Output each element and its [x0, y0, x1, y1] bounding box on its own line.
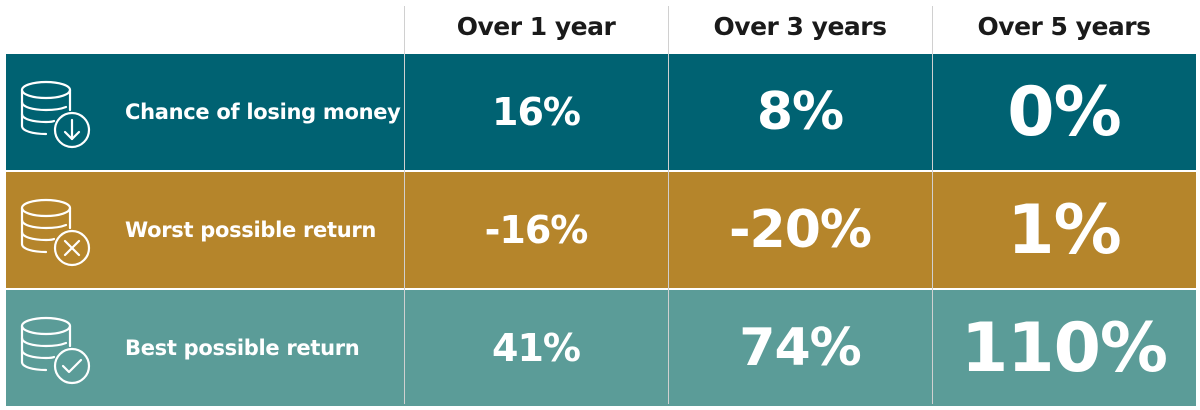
coin-stack-x-icon — [20, 198, 91, 267]
row-chance-of-losing-money: Chance of losing money 16% 8% 0% — [6, 54, 1196, 170]
row-best-possible-return: Best possible return 41% 74% 110% — [6, 290, 1196, 406]
value-3-years: 8% — [756, 82, 844, 142]
value-5-years: 1% — [1007, 190, 1121, 270]
value-3-years: 74% — [739, 318, 861, 378]
column-header-3-years: Over 3 years — [713, 11, 887, 41]
coin-stack-arrow-down-icon — [20, 80, 91, 149]
column-divider — [404, 6, 405, 404]
value-1-year: -16% — [484, 208, 589, 252]
column-header-1-year: Over 1 year — [456, 11, 616, 41]
value-3-years: -20% — [728, 200, 872, 260]
value-5-years: 110% — [960, 308, 1168, 388]
row-label: Best possible return — [125, 336, 360, 360]
value-1-year: 41% — [492, 326, 581, 370]
row-divider — [6, 288, 1196, 290]
column-header-5-years: Over 5 years — [977, 11, 1151, 41]
row-worst-possible-return: Worst possible return -16% -20% 1% — [6, 172, 1196, 288]
row-label: Chance of losing money — [125, 100, 401, 124]
row-label-cell: Worst possible return — [6, 172, 404, 288]
column-divider — [668, 6, 669, 404]
row-label-cell: Best possible return — [6, 290, 404, 406]
header-row: Over 1 year Over 3 years Over 5 years — [0, 0, 1200, 52]
row-divider — [6, 170, 1196, 172]
coin-stack-check-icon — [20, 316, 91, 385]
value-1-year: 16% — [492, 90, 581, 134]
value-5-years: 0% — [1007, 72, 1121, 152]
row-label: Worst possible return — [125, 218, 377, 242]
row-label-cell: Chance of losing money — [6, 54, 404, 170]
column-divider — [932, 6, 933, 404]
